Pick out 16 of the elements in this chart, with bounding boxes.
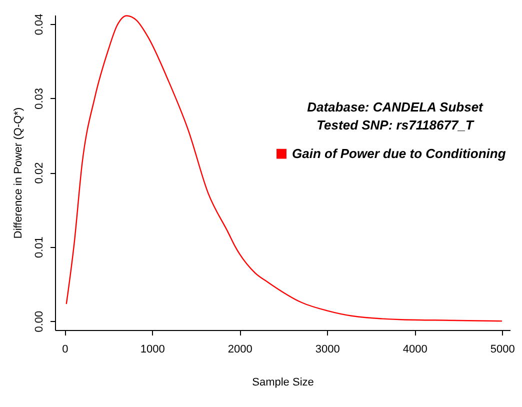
x-tick-label: 1000 xyxy=(140,344,165,356)
y-tick-label: 0.00 xyxy=(34,310,46,332)
annotation: Tested SNP: rs7118677_T xyxy=(316,117,474,132)
x-tick-label: 3000 xyxy=(315,344,340,356)
annotation: Database: CANDELA Subset xyxy=(307,99,484,114)
y-tick-label: 0.03 xyxy=(34,88,46,110)
x-tick-label: 4000 xyxy=(402,344,428,356)
x-tick-label: 5000 xyxy=(490,344,515,356)
x-axis-title: Sample Size xyxy=(252,376,314,388)
y-tick-label: 0.01 xyxy=(34,236,46,258)
y-tick-label: 0.02 xyxy=(34,162,46,184)
y-tick-label: 0.04 xyxy=(34,14,46,36)
legend-label: Gain of Power due to Conditioning xyxy=(292,146,506,161)
x-tick-label: 0 xyxy=(62,344,68,356)
x-tick-label: 2000 xyxy=(228,344,252,356)
y-axis-title: Difference in Power (Q-Q*) xyxy=(12,107,24,239)
